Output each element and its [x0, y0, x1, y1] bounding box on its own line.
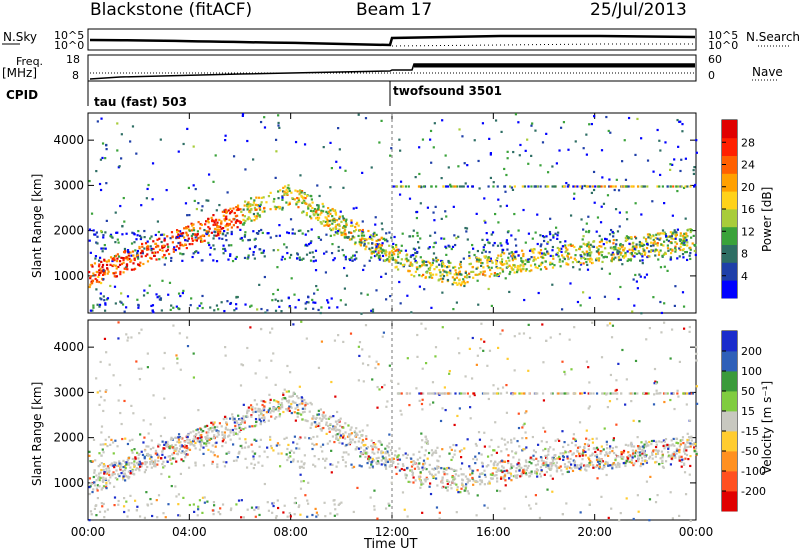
freq-panel-frame	[87, 54, 697, 82]
velocity-colorbar-label: Velocity [m s⁻¹]	[760, 380, 774, 474]
x-tick-label: 20:00	[577, 525, 612, 539]
beam-label: Beam 17	[356, 0, 433, 20]
colorbar-tick-label: -15	[741, 425, 759, 438]
colorbar-tick-label: 200	[741, 345, 762, 358]
colorbar-tick-label: 20	[741, 181, 755, 194]
colorbar-tick-label: 8	[741, 248, 748, 261]
nsearch-label: N.Search	[746, 30, 800, 44]
freq-trace	[89, 63, 695, 80]
colorbar-segment	[722, 262, 737, 281]
colorbar-tick-label: 12	[741, 225, 755, 238]
nave-tick-top: 60	[708, 53, 722, 66]
colorbar-tick-label: -200	[741, 485, 766, 498]
nsky-label: N.Sky	[3, 30, 38, 44]
colorbar-segment	[722, 155, 737, 174]
freq-tick-top: 18	[66, 53, 80, 66]
x-tick-label: 12:00	[375, 525, 410, 539]
freq-label: Freq.	[16, 55, 44, 68]
colorbar-segment	[722, 226, 737, 245]
colorbar-tick-label: 24	[741, 159, 755, 172]
x-tick-label: 16:00	[476, 525, 511, 539]
echo-field	[88, 113, 698, 315]
colorbar-tick-label: 100	[741, 365, 762, 378]
colorbar-tick-label: 16	[741, 203, 755, 216]
colorbar-segment	[722, 471, 737, 492]
mode-label-1: tau (fast) 503	[94, 95, 187, 109]
power-ylabel: Slant Range [km]	[30, 173, 44, 278]
x-tick-label: 00:00	[71, 525, 106, 539]
y-tick-label: 3000	[53, 385, 84, 399]
colorbar-tick-label: -100	[741, 465, 766, 478]
x-tick-label: 04:00	[172, 525, 207, 539]
colorbar-tick-label: 4	[741, 270, 748, 283]
y-tick-label: 1000	[53, 476, 84, 490]
y-tick-label: 4000	[53, 340, 84, 354]
power-colorbar-label: Power [dB]	[760, 186, 774, 252]
nsearch-trace	[391, 43, 695, 47]
colorbar-segment	[722, 331, 737, 352]
colorbar-segment	[722, 351, 737, 372]
x-tick-label: 08:00	[273, 525, 308, 539]
colorbar-segment	[722, 431, 737, 452]
noise-tick-top-right: 10^5	[708, 29, 739, 42]
y-tick-label: 4000	[53, 133, 84, 147]
colorbar-segment	[722, 391, 737, 412]
echo-field	[88, 320, 699, 523]
colorbar-segment	[722, 191, 737, 210]
noise-tick-bottom: 10^0	[54, 39, 85, 52]
noise-tick-top: 10^5	[54, 29, 85, 42]
colorbar-segment	[722, 244, 737, 263]
y-tick-label: 2000	[53, 224, 84, 238]
plot-title: Blackstone (fitACF)	[90, 0, 253, 20]
colorbar-segment	[722, 120, 737, 139]
colorbar-segment	[722, 491, 737, 512]
xlabel: Time UT	[364, 537, 418, 552]
colorbar-tick-label: 15	[741, 405, 755, 418]
colorbar-segment	[722, 411, 737, 432]
date-label: 25/Jul/2013	[590, 0, 687, 20]
colorbar-tick-label: 28	[741, 136, 755, 149]
colorbar-segment	[722, 371, 737, 392]
x-tick-label: 00:00	[679, 525, 714, 539]
colorbar-tick-label: 50	[741, 385, 755, 398]
noise-panel-frame	[87, 28, 697, 51]
y-tick-label: 3000	[53, 178, 84, 192]
freq-tick-bottom: 8	[72, 69, 79, 82]
cpid-label: CPID	[6, 88, 39, 102]
nsky-trace	[89, 34, 696, 47]
velocity-ylabel: Slant Range [km]	[30, 381, 44, 486]
noise-tick-bottom-right: 10^0	[708, 39, 739, 52]
mode-label-2: twofsound 3501	[393, 84, 502, 98]
nave-label: Nave	[752, 65, 783, 79]
colorbar-segment	[722, 451, 737, 472]
colorbar-segment	[722, 137, 737, 156]
colorbar-segment	[722, 209, 737, 228]
y-tick-label: 2000	[53, 431, 84, 445]
colorbar-segment	[722, 173, 737, 192]
nave-tick-bottom: 0	[708, 69, 715, 82]
y-tick-label: 1000	[53, 269, 84, 283]
freq-unit: [MHz]	[2, 66, 38, 80]
colorbar-tick-label: -50	[741, 445, 759, 458]
colorbar-segment	[722, 280, 737, 299]
